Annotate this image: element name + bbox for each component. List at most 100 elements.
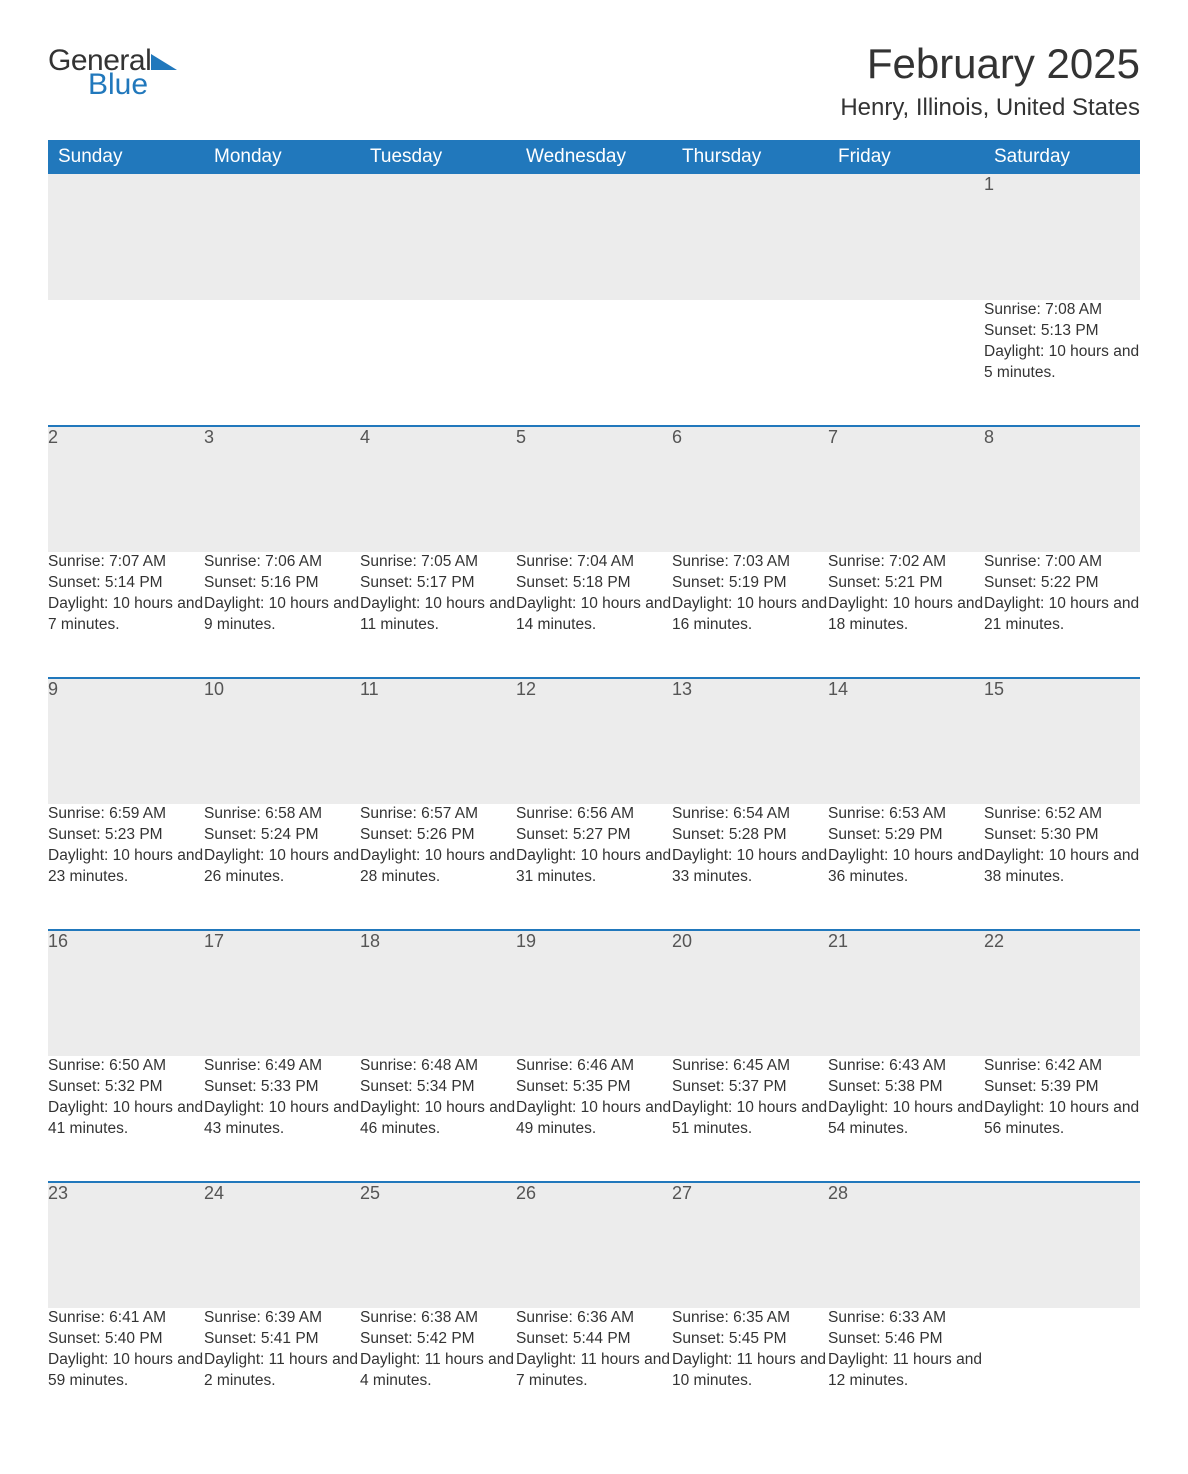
day-number-row: 9101112131415 xyxy=(48,678,1140,804)
weekday-header: Friday xyxy=(828,140,984,174)
day-number-cell: 20 xyxy=(672,930,828,1056)
sunrise-text: Sunrise: 6:36 AM xyxy=(516,1308,672,1329)
calendar-header-row: SundayMondayTuesdayWednesdayThursdayFrid… xyxy=(48,140,1140,174)
day-body-cell xyxy=(828,300,984,426)
day-body-cell xyxy=(360,300,516,426)
day-number-cell xyxy=(828,174,984,300)
daylight-text: Daylight: 10 hours and 38 minutes. xyxy=(984,846,1140,888)
month-title: February 2025 xyxy=(840,40,1140,88)
sunrise-text: Sunrise: 6:54 AM xyxy=(672,804,828,825)
sunrise-text: Sunrise: 6:57 AM xyxy=(360,804,516,825)
day-number-cell: 22 xyxy=(984,930,1140,1056)
logo: General Blue xyxy=(48,40,177,100)
daylight-text: Daylight: 11 hours and 4 minutes. xyxy=(360,1350,516,1392)
day-number-row: 2345678 xyxy=(48,426,1140,552)
sunrise-text: Sunrise: 6:50 AM xyxy=(48,1056,204,1077)
sunset-text: Sunset: 5:32 PM xyxy=(48,1077,204,1098)
daylight-text: Daylight: 10 hours and 5 minutes. xyxy=(984,342,1140,384)
sunrise-text: Sunrise: 6:39 AM xyxy=(204,1308,360,1329)
sunrise-text: Sunrise: 6:45 AM xyxy=(672,1056,828,1077)
sunrise-text: Sunrise: 6:42 AM xyxy=(984,1056,1140,1077)
sunrise-text: Sunrise: 6:46 AM xyxy=(516,1056,672,1077)
sunset-text: Sunset: 5:13 PM xyxy=(984,321,1140,342)
sunset-text: Sunset: 5:26 PM xyxy=(360,825,516,846)
day-body-row: Sunrise: 7:08 AMSunset: 5:13 PMDaylight:… xyxy=(48,300,1140,426)
day-body-cell: Sunrise: 6:43 AMSunset: 5:38 PMDaylight:… xyxy=(828,1056,984,1182)
day-body-cell: Sunrise: 6:46 AMSunset: 5:35 PMDaylight:… xyxy=(516,1056,672,1182)
title-block: February 2025 Henry, Illinois, United St… xyxy=(840,40,1140,132)
sunset-text: Sunset: 5:18 PM xyxy=(516,573,672,594)
day-body-row: Sunrise: 6:59 AMSunset: 5:23 PMDaylight:… xyxy=(48,804,1140,930)
day-body-cell xyxy=(204,300,360,426)
day-number-cell: 23 xyxy=(48,1182,204,1308)
day-number-cell: 25 xyxy=(360,1182,516,1308)
day-body-cell: Sunrise: 6:45 AMSunset: 5:37 PMDaylight:… xyxy=(672,1056,828,1182)
day-body-cell: Sunrise: 7:00 AMSunset: 5:22 PMDaylight:… xyxy=(984,552,1140,678)
day-number-cell: 17 xyxy=(204,930,360,1056)
daylight-text: Daylight: 10 hours and 36 minutes. xyxy=(828,846,984,888)
day-number-cell xyxy=(672,174,828,300)
daylight-text: Daylight: 10 hours and 56 minutes. xyxy=(984,1098,1140,1140)
day-number-cell: 18 xyxy=(360,930,516,1056)
day-number-row: 232425262728 xyxy=(48,1182,1140,1308)
sunset-text: Sunset: 5:24 PM xyxy=(204,825,360,846)
day-body-cell: Sunrise: 7:05 AMSunset: 5:17 PMDaylight:… xyxy=(360,552,516,678)
sunrise-text: Sunrise: 7:00 AM xyxy=(984,552,1140,573)
daylight-text: Daylight: 10 hours and 7 minutes. xyxy=(48,594,204,636)
day-number-row: 16171819202122 xyxy=(48,930,1140,1056)
day-number-cell: 8 xyxy=(984,426,1140,552)
daylight-text: Daylight: 10 hours and 11 minutes. xyxy=(360,594,516,636)
day-number-cell xyxy=(984,1182,1140,1308)
sunrise-text: Sunrise: 7:03 AM xyxy=(672,552,828,573)
daylight-text: Daylight: 10 hours and 59 minutes. xyxy=(48,1350,204,1392)
day-body-cell: Sunrise: 7:08 AMSunset: 5:13 PMDaylight:… xyxy=(984,300,1140,426)
sunset-text: Sunset: 5:23 PM xyxy=(48,825,204,846)
day-number-cell: 2 xyxy=(48,426,204,552)
sunset-text: Sunset: 5:17 PM xyxy=(360,573,516,594)
daylight-text: Daylight: 10 hours and 18 minutes. xyxy=(828,594,984,636)
daylight-text: Daylight: 10 hours and 14 minutes. xyxy=(516,594,672,636)
day-number-cell: 12 xyxy=(516,678,672,804)
day-number-cell: 11 xyxy=(360,678,516,804)
weekday-header: Tuesday xyxy=(360,140,516,174)
daylight-text: Daylight: 10 hours and 28 minutes. xyxy=(360,846,516,888)
sunset-text: Sunset: 5:14 PM xyxy=(48,573,204,594)
day-body-cell xyxy=(516,300,672,426)
daylight-text: Daylight: 11 hours and 2 minutes. xyxy=(204,1350,360,1392)
day-body-cell xyxy=(984,1308,1140,1434)
weekday-header: Saturday xyxy=(984,140,1140,174)
daylight-text: Daylight: 10 hours and 9 minutes. xyxy=(204,594,360,636)
day-body-cell: Sunrise: 6:56 AMSunset: 5:27 PMDaylight:… xyxy=(516,804,672,930)
sunrise-text: Sunrise: 7:05 AM xyxy=(360,552,516,573)
daylight-text: Daylight: 10 hours and 21 minutes. xyxy=(984,594,1140,636)
day-number-cell: 5 xyxy=(516,426,672,552)
day-body-cell: Sunrise: 7:02 AMSunset: 5:21 PMDaylight:… xyxy=(828,552,984,678)
sunset-text: Sunset: 5:39 PM xyxy=(984,1077,1140,1098)
day-body-cell: Sunrise: 6:39 AMSunset: 5:41 PMDaylight:… xyxy=(204,1308,360,1434)
sunset-text: Sunset: 5:42 PM xyxy=(360,1329,516,1350)
daylight-text: Daylight: 10 hours and 23 minutes. xyxy=(48,846,204,888)
calendar-table: SundayMondayTuesdayWednesdayThursdayFrid… xyxy=(48,140,1140,1434)
sunset-text: Sunset: 5:27 PM xyxy=(516,825,672,846)
day-number-cell: 15 xyxy=(984,678,1140,804)
day-body-cell: Sunrise: 7:07 AMSunset: 5:14 PMDaylight:… xyxy=(48,552,204,678)
daylight-text: Daylight: 10 hours and 51 minutes. xyxy=(672,1098,828,1140)
day-body-cell: Sunrise: 6:41 AMSunset: 5:40 PMDaylight:… xyxy=(48,1308,204,1434)
day-number-cell: 7 xyxy=(828,426,984,552)
day-number-cell: 21 xyxy=(828,930,984,1056)
day-body-cell: Sunrise: 6:58 AMSunset: 5:24 PMDaylight:… xyxy=(204,804,360,930)
sunset-text: Sunset: 5:22 PM xyxy=(984,573,1140,594)
daylight-text: Daylight: 11 hours and 12 minutes. xyxy=(828,1350,984,1392)
sunset-text: Sunset: 5:45 PM xyxy=(672,1329,828,1350)
logo-sail-icon xyxy=(151,54,177,70)
day-body-cell: Sunrise: 6:57 AMSunset: 5:26 PMDaylight:… xyxy=(360,804,516,930)
day-number-cell: 28 xyxy=(828,1182,984,1308)
day-body-cell: Sunrise: 6:53 AMSunset: 5:29 PMDaylight:… xyxy=(828,804,984,930)
sunset-text: Sunset: 5:40 PM xyxy=(48,1329,204,1350)
sunrise-text: Sunrise: 6:43 AM xyxy=(828,1056,984,1077)
sunset-text: Sunset: 5:29 PM xyxy=(828,825,984,846)
day-body-cell: Sunrise: 6:36 AMSunset: 5:44 PMDaylight:… xyxy=(516,1308,672,1434)
logo-word-blue: Blue xyxy=(88,70,151,100)
sunset-text: Sunset: 5:30 PM xyxy=(984,825,1140,846)
sunrise-text: Sunrise: 6:48 AM xyxy=(360,1056,516,1077)
